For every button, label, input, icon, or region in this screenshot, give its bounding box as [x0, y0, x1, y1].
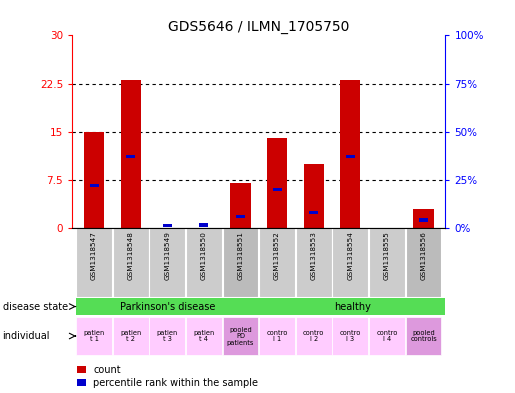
Bar — [76, 298, 259, 315]
Text: disease state: disease state — [3, 301, 67, 312]
Bar — [222, 228, 259, 297]
Bar — [309, 211, 318, 214]
Bar — [113, 228, 149, 297]
Text: GSM1318555: GSM1318555 — [384, 231, 390, 279]
Bar — [267, 138, 287, 228]
Text: contro
l 1: contro l 1 — [266, 330, 288, 342]
Text: pooled
controls: pooled controls — [410, 330, 437, 342]
Bar — [230, 183, 251, 228]
Text: GSM1318547: GSM1318547 — [91, 231, 97, 279]
Bar — [369, 228, 405, 297]
Text: contro
l 3: contro l 3 — [339, 330, 361, 342]
Text: Parkinson's disease: Parkinson's disease — [120, 301, 215, 312]
Bar — [76, 228, 112, 297]
Bar — [272, 188, 282, 191]
Text: GSM1318556: GSM1318556 — [421, 231, 426, 279]
Bar — [163, 224, 172, 228]
Title: GDS5646 / ILMN_1705750: GDS5646 / ILMN_1705750 — [168, 20, 350, 34]
Bar — [186, 228, 222, 297]
Bar — [340, 80, 360, 228]
Bar — [90, 184, 98, 187]
Text: GSM1318554: GSM1318554 — [347, 231, 353, 279]
Bar — [84, 132, 104, 228]
Bar — [259, 317, 295, 355]
Text: patien
t 1: patien t 1 — [83, 330, 105, 342]
Bar — [121, 80, 141, 228]
Text: contro
l 4: contro l 4 — [376, 330, 398, 342]
Bar — [332, 317, 368, 355]
Bar — [414, 209, 434, 228]
Text: GSM1318548: GSM1318548 — [128, 231, 134, 279]
Bar — [332, 228, 368, 297]
Bar — [346, 155, 355, 158]
Text: GSM1318549: GSM1318549 — [164, 231, 170, 279]
Legend: count, percentile rank within the sample: count, percentile rank within the sample — [77, 365, 259, 388]
Bar — [406, 317, 441, 355]
Bar — [199, 223, 209, 227]
Bar — [259, 298, 445, 315]
Bar — [186, 317, 222, 355]
Text: GSM1318553: GSM1318553 — [311, 231, 317, 279]
Text: healthy: healthy — [334, 301, 371, 312]
Bar — [113, 317, 149, 355]
Bar — [149, 228, 185, 297]
Bar — [236, 215, 245, 218]
Text: patien
t 2: patien t 2 — [120, 330, 141, 342]
Bar — [76, 317, 112, 355]
Bar — [304, 164, 324, 228]
Text: GSM1318552: GSM1318552 — [274, 231, 280, 279]
Bar — [126, 155, 135, 158]
Bar — [149, 317, 185, 355]
Bar — [406, 228, 441, 297]
Bar — [296, 317, 332, 355]
Bar — [259, 228, 295, 297]
Text: individual: individual — [3, 331, 50, 341]
Text: patien
t 3: patien t 3 — [157, 330, 178, 342]
Text: GSM1318550: GSM1318550 — [201, 231, 207, 279]
Bar — [222, 317, 259, 355]
Text: GSM1318551: GSM1318551 — [237, 231, 244, 279]
Bar — [419, 219, 428, 222]
Text: contro
l 2: contro l 2 — [303, 330, 324, 342]
Text: patien
t 4: patien t 4 — [193, 330, 215, 342]
Text: pooled
PD
patients: pooled PD patients — [227, 327, 254, 345]
Bar — [296, 228, 332, 297]
Bar — [369, 317, 405, 355]
